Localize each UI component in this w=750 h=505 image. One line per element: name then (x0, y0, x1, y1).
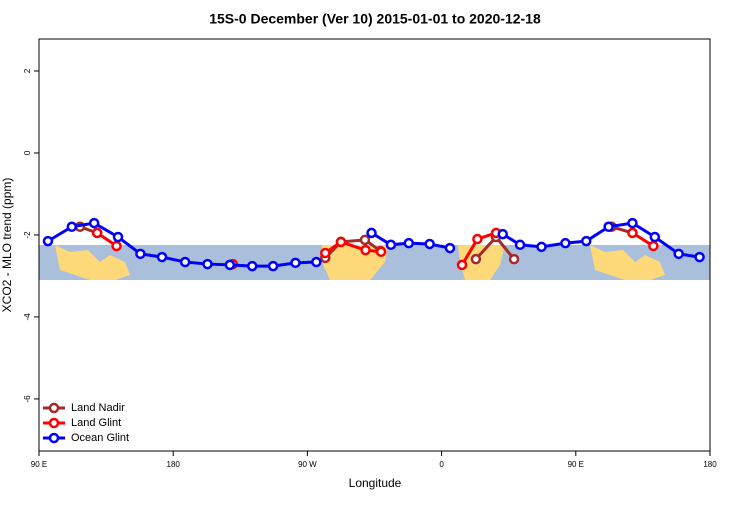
point (497, 228, 508, 240)
point (202, 258, 213, 270)
point (224, 259, 236, 271)
y-tick-label: 2 (23, 68, 32, 73)
legend-label: Ocean Glint (71, 432, 129, 444)
point (470, 253, 482, 265)
y-tick-label: -6 (23, 395, 32, 403)
y-tick-label: -4 (23, 313, 32, 321)
x-tick-label: 180 (703, 460, 717, 469)
point (246, 260, 258, 272)
point (42, 235, 54, 247)
point (111, 240, 122, 252)
x-tick-label: 180 (167, 460, 181, 469)
point (673, 248, 684, 260)
point (514, 239, 526, 251)
point (456, 259, 468, 271)
x-tick-label: 90 E (31, 460, 47, 469)
point (267, 260, 279, 272)
legend-marker (48, 432, 60, 444)
point (648, 240, 659, 252)
legend-label: Land Nadir (71, 402, 125, 414)
point (424, 238, 435, 250)
point (627, 227, 638, 239)
point (603, 221, 614, 233)
point (66, 221, 78, 233)
x-tick-label: 90 W (298, 460, 317, 469)
point (472, 233, 483, 245)
point (335, 236, 347, 248)
point (359, 234, 371, 246)
point (88, 217, 100, 229)
point (366, 227, 377, 239)
point (649, 231, 661, 243)
point (403, 237, 415, 249)
y-tick-label: 0 (23, 150, 32, 155)
point (179, 256, 191, 268)
point (385, 239, 397, 251)
point (627, 217, 638, 229)
legend-marker (48, 402, 60, 414)
chart-title: 15S-0 December (Ver 10) 2015-01-01 to 20… (209, 11, 541, 27)
legend-label: Land Glint (71, 417, 121, 429)
series-line (79, 225, 633, 261)
point (91, 227, 103, 239)
point (135, 248, 146, 260)
point (156, 251, 168, 263)
point (360, 244, 371, 256)
point (536, 241, 547, 253)
point (694, 251, 705, 263)
point (580, 235, 592, 247)
point (444, 242, 456, 254)
y-tick-label: -2 (23, 231, 32, 239)
legend-marker (48, 417, 60, 429)
x-tick-label: 90 E (568, 460, 584, 469)
y-axis-label: XCO2 - MLO trend (ppm) (0, 178, 14, 313)
point (320, 247, 331, 259)
point (375, 246, 387, 258)
plot-frame (38, 38, 711, 452)
x-tick-label: 0 (439, 460, 444, 469)
point (112, 231, 124, 243)
point (290, 257, 301, 269)
series-line (96, 231, 655, 266)
x-axis-label: Longitude (349, 476, 402, 490)
point (311, 256, 322, 268)
point (508, 253, 520, 265)
point (560, 237, 571, 249)
